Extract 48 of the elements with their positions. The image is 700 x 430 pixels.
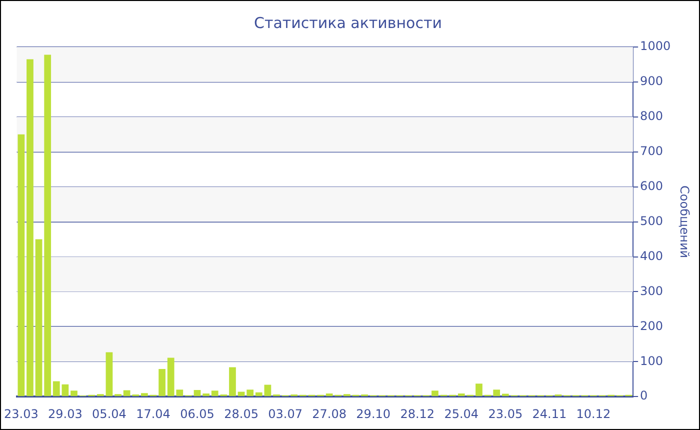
y-tick-label: 300 (640, 284, 663, 298)
bar (194, 390, 201, 396)
bar (229, 367, 236, 396)
y-tick-label: 200 (640, 318, 663, 333)
x-tick-label: 10.12 (576, 406, 611, 421)
x-tick-label: 03.07 (268, 406, 302, 421)
bar (62, 384, 69, 396)
x-tick-label: 28.05 (224, 406, 258, 421)
x-tick-label: 06.05 (180, 406, 214, 421)
bar (264, 384, 272, 396)
x-tick-label: 23.03 (4, 406, 38, 421)
bar (432, 390, 438, 396)
y-tick-label: 100 (640, 354, 663, 368)
x-tick-label: 28.12 (400, 406, 435, 421)
bar (476, 384, 482, 396)
x-tick-label: 17.04 (136, 406, 170, 421)
x-tick-label: 29.03 (48, 406, 82, 421)
bar (141, 393, 148, 396)
bar (458, 393, 465, 396)
x-tick-label: 23.05 (488, 406, 523, 421)
bar (106, 352, 113, 396)
bar (35, 239, 42, 396)
y-tick-label: 600 (640, 178, 663, 193)
bar (246, 390, 254, 396)
y-tick-label: 700 (640, 144, 663, 158)
x-tick-label: 25.04 (444, 406, 479, 421)
x-tick-label: 05.04 (92, 406, 126, 421)
y-tick-label: 0 (640, 388, 648, 403)
y-tick-label: 500 (640, 214, 663, 228)
y-tick-label: 800 (640, 109, 663, 124)
bar (255, 392, 262, 396)
bar (18, 134, 25, 396)
y-tick-label: 1000 (640, 39, 671, 54)
x-tick-label: 24.11 (532, 406, 567, 421)
x-tick-label: 27.08 (312, 406, 346, 421)
chart-title: Статистика активности (254, 14, 442, 32)
y-tick-label: 900 (640, 74, 663, 88)
y-tick-label: 400 (640, 248, 663, 263)
bar (44, 54, 52, 396)
bar (493, 390, 500, 396)
bar (158, 368, 166, 396)
bar (202, 393, 210, 396)
x-tick-label: 29.10 (356, 406, 391, 421)
bar (70, 390, 78, 396)
bar (26, 59, 34, 396)
bar (238, 392, 245, 396)
y-axis-title: Сообщений (678, 186, 692, 258)
bar (52, 381, 60, 396)
